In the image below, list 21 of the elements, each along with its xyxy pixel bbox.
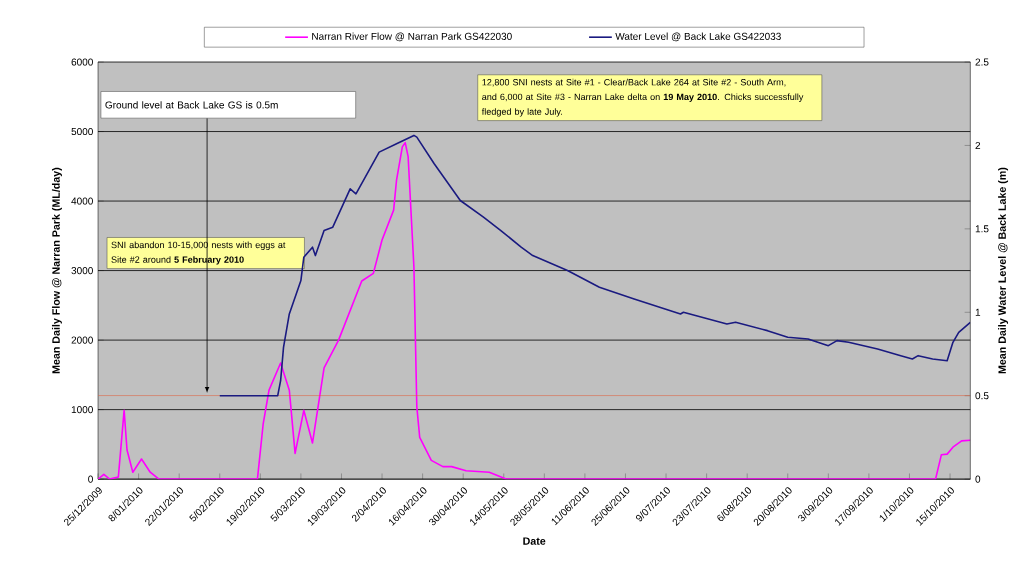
ref-line-label: Ground level at Back Lake GS is 0.5m [105, 101, 278, 109]
y2-axis-title: Mean Daily Water Level @ Back Lake (m) [998, 167, 1009, 374]
y2-tick-label: 1.5 [975, 225, 989, 233]
y-tick-label: 1000 [71, 406, 93, 414]
y2-tick-label: 0.5 [975, 392, 989, 400]
y-tick-label: 6000 [71, 58, 93, 66]
annotation: SNI abandon 10-15,000 nests with eggs at Site #2 around 5 February 2010 [111, 241, 286, 265]
legend-label: Narran River Flow @ Narran Park GS422030 [312, 32, 512, 42]
y2-tick-label: 2 [975, 141, 981, 149]
y2-tick-label: 1 [975, 308, 981, 316]
y2-tick-label: 2.5 [975, 58, 989, 66]
y-tick-label: 4000 [71, 197, 93, 205]
legend-label: Water Level @ Back Lake GS422033 [615, 32, 781, 42]
x-axis-title: Date [523, 537, 546, 545]
y-axis-title: Mean Daily Flow @ Narran Park (ML/day) [51, 167, 62, 374]
y-tick-label: 3000 [71, 266, 93, 275]
text: 12,800 SNI nests at Site #1 - Clear/Back Lake 264 at Site #2 - South Arm, and 6,000 at Site #3 - Narran Lake delta on 19 May 2010. Chicks successfully fledged by late July. [481, 78, 804, 117]
y-tick-label: 5000 [71, 127, 93, 136]
y2-tick-label: 0 [975, 475, 981, 483]
y-tick-label: 0 [88, 475, 93, 483]
y-tick-label: 2000 [71, 336, 93, 344]
